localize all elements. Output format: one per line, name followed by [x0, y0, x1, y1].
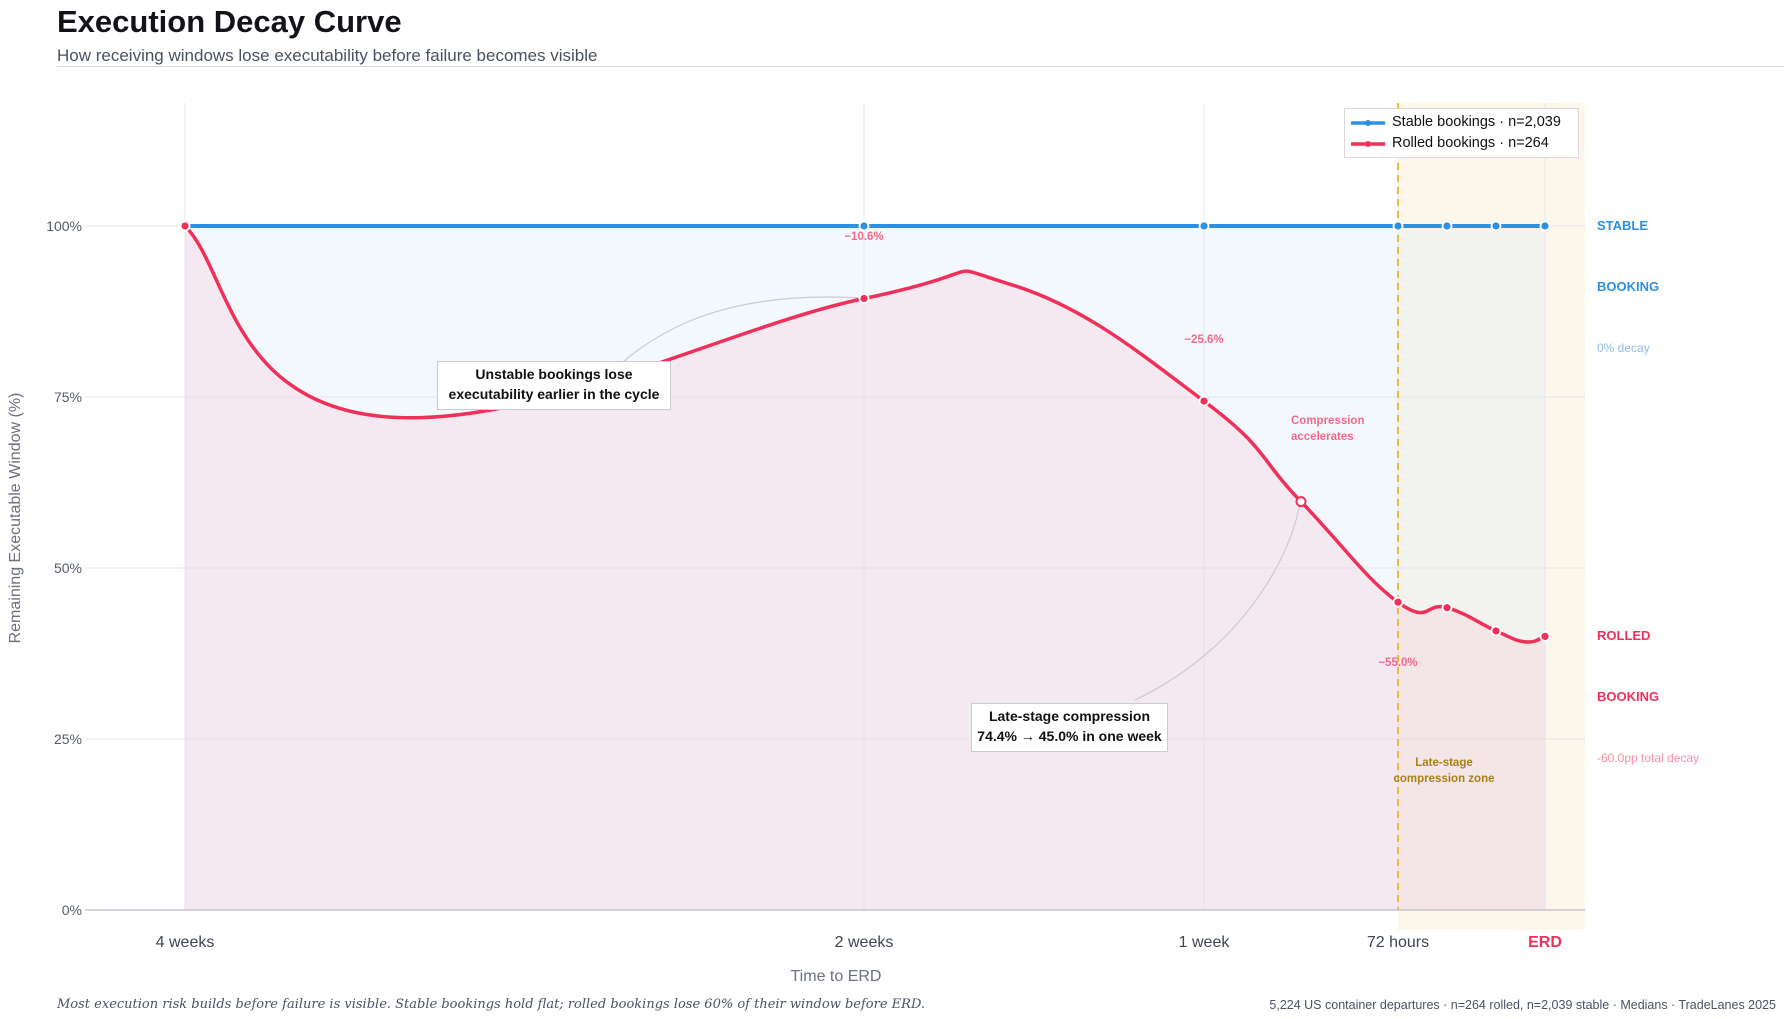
series-line-rolled [183, 224, 1546, 644]
rolled-area [185, 226, 1545, 910]
legend-label-rolled: Rolled bookings · n=264 [1392, 135, 1549, 151]
y-tick-label: 50% [54, 560, 82, 576]
rolled-point [179, 220, 191, 232]
side-label-stable: STABLE [1597, 218, 1649, 233]
decay-chart: −10.6% −25.6% −55.0% 0% 25% 50% 75% 100% 4 weeks… [7, 103, 1585, 985]
legend-swatch-rolled [1351, 141, 1385, 147]
side-label-stable-decay: 0% decay [1597, 341, 1650, 355]
rolled-point [858, 293, 870, 304]
x-axis-title: Time to ERD [791, 968, 882, 985]
data-label-drop: −25.6% [1184, 334, 1223, 346]
y-axis-title: Remaining Executable Window (%) [7, 393, 24, 644]
x-tick-label: 1 week [1179, 934, 1231, 951]
connector-late-stage [1134, 502, 1301, 701]
note-zone: Late-stage compression zone [1382, 755, 1506, 787]
stable-point [1198, 220, 1210, 232]
note-compression-line2: accelerates [1291, 431, 1354, 443]
decay-gap-area [185, 226, 1545, 643]
data-label-drop: −10.6% [844, 231, 883, 243]
rolled-point [1198, 395, 1210, 407]
y-tick-label: 75% [54, 389, 82, 405]
footer-source: 5,224 US container departures · n=264 ro… [1269, 998, 1776, 1012]
rolled-point [1490, 625, 1502, 637]
stable-point [858, 220, 870, 232]
compression-marker [1295, 496, 1307, 508]
annotation-late-line1: Late-stage compression [988, 708, 1151, 724]
annotation-unstable-line1: Unstable bookings lose [475, 366, 633, 382]
stable-point [1490, 220, 1502, 232]
note-zone-line2: compression zone [1393, 773, 1495, 785]
rolled-point [1539, 631, 1551, 642]
note-compression: Compression accelerates [1291, 413, 1365, 445]
side-label-stable-booking: BOOKING [1597, 279, 1660, 294]
note-zone-line1: Late-stage [1415, 757, 1473, 769]
chart-title: Execution Decay Curve [57, 4, 402, 39]
side-label-rolled-decay: -60.0pp total decay [1597, 751, 1700, 765]
y-tick-label: 0% [62, 902, 82, 918]
legend-swatch-stable [1351, 120, 1385, 126]
x-tick-label: 4 weeks [156, 934, 215, 951]
x-tick-label: 72 hours [1367, 934, 1429, 951]
annotation-late-stage: Late-stage compression 74.4% → 45.0% in … [971, 703, 1168, 752]
data-label-drop: −55.0% [1378, 657, 1417, 669]
note-compression-line1: Compression [1291, 415, 1365, 427]
annotation-unstable: Unstable bookings lose executability ear… [437, 361, 671, 410]
footer-note: Most execution risk builds before failur… [57, 997, 926, 1012]
stable-point [1441, 220, 1453, 232]
stable-point [1392, 220, 1404, 232]
rolled-point [1392, 596, 1404, 608]
side-label-rolled-booking: BOOKING [1597, 689, 1660, 704]
chart-legend: Stable bookings · n=2,039 Rolled booking… [1344, 108, 1579, 158]
title-divider [57, 66, 1784, 67]
rolled-point [1441, 602, 1453, 614]
legend-label-stable: Stable bookings · n=2,039 [1392, 114, 1561, 130]
annotation-unstable-line2: executability earlier in the cycle [448, 386, 660, 402]
x-tick-label: 2 weeks [835, 934, 894, 951]
chart-subtitle: How receiving windows lose executability… [57, 46, 598, 65]
stable-point [1539, 220, 1551, 232]
y-tick-label: 100% [46, 218, 82, 234]
annotation-late-line2: 74.4% → 45.0% in one week [977, 728, 1162, 744]
side-label-rolled: ROLLED [1597, 628, 1651, 643]
x-tick-label: ERD [1528, 934, 1562, 951]
y-tick-label: 25% [54, 731, 82, 747]
